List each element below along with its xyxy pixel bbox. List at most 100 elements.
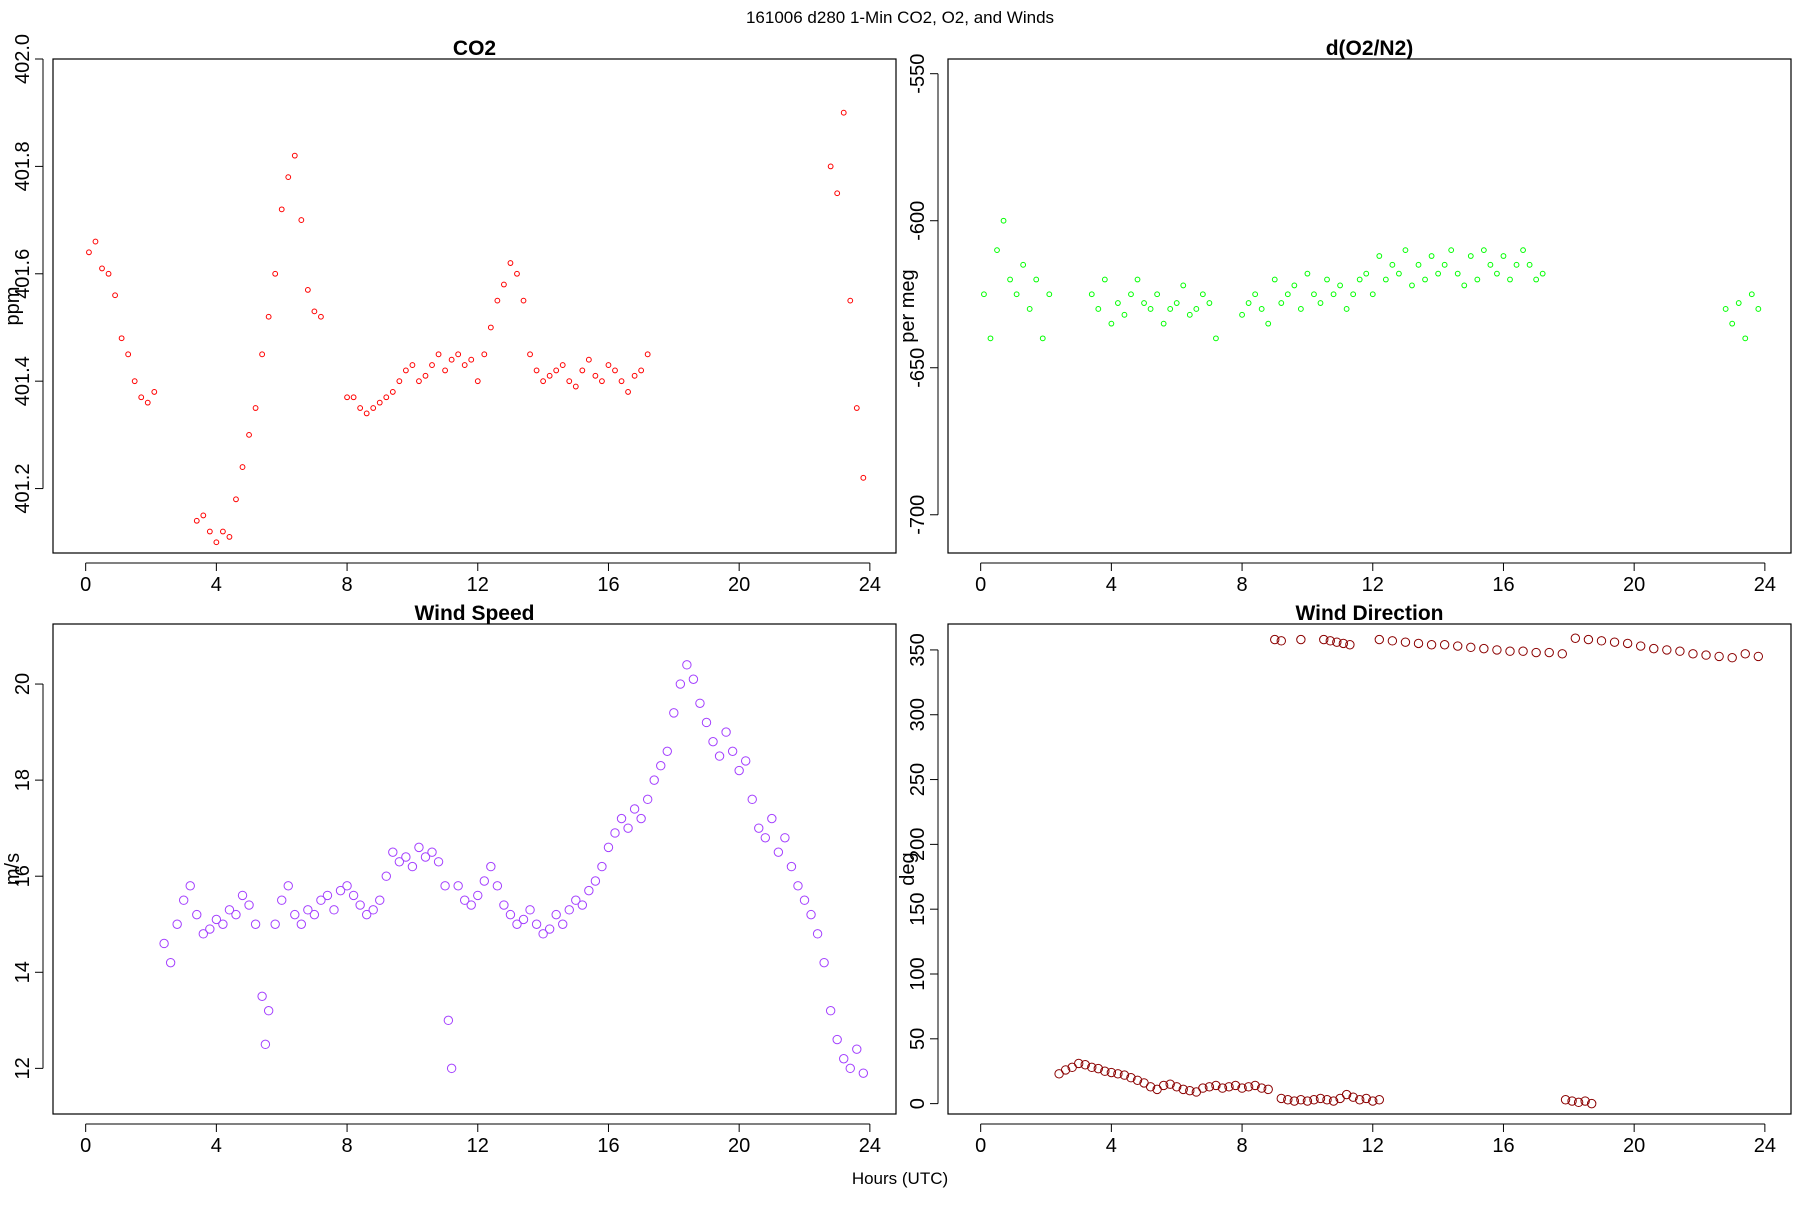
wind-speed-data-point [250, 919, 261, 929]
wind-direction-data-point [1296, 1095, 1306, 1105]
o2-data-point [1350, 291, 1357, 298]
o2-data-point [1428, 253, 1435, 259]
wind-speed-data-point [263, 1006, 274, 1016]
co2-data-point [246, 431, 252, 438]
wind-direction-data-point [1413, 638, 1424, 649]
wind-direction-data-point [1740, 649, 1750, 659]
wind-direction-data-point [1145, 1082, 1156, 1092]
wind-speed-data-point [329, 905, 339, 915]
co2-data-point [533, 367, 540, 374]
co2-panel: CO2 ppm 0 4 8 12 16 20 24 401.2 401.4 401.6 401.8 4… [2, 34, 897, 596]
wind-speed-data-point [178, 895, 189, 905]
wind-direction-data-point [1675, 646, 1685, 656]
wind-speed-data-point [427, 847, 437, 857]
wind-direction-data-point [1073, 1058, 1084, 1069]
wind-speed-data-point [355, 900, 365, 910]
o2-x-tick-label: 20 [1623, 574, 1645, 596]
o2-data-point [1474, 276, 1481, 283]
wind-speed-data-point [414, 842, 424, 853]
wind-direction-data-point [1256, 1083, 1267, 1093]
o2-panel: d(O2/N2) per meg 0 4 8 12 16 20 24 -700 -650 -600… [897, 37, 1792, 596]
wind-direction-y-tick-label: 100 [907, 957, 929, 990]
o2-data-point [1396, 270, 1402, 277]
co2-data-point [540, 378, 547, 385]
wind-direction-data-point [1100, 1066, 1110, 1076]
wind-direction-y-tick-label: 200 [907, 828, 929, 861]
wind-speed-data-point [433, 857, 444, 867]
wind-direction-data-point [1198, 1083, 1208, 1093]
o2-data-point [1533, 276, 1540, 283]
wind-speed-data-point [695, 698, 705, 708]
wind-direction-data-point [1283, 1095, 1293, 1105]
co2-data-point [553, 367, 560, 374]
wind-direction-data-point [1270, 634, 1280, 645]
o2-data-point [1343, 306, 1350, 312]
wind-speed-data-point [727, 746, 738, 757]
wind-direction-data-point [1439, 640, 1450, 650]
co2-data-point [357, 405, 364, 411]
co2-data-point [200, 512, 207, 519]
o2-data-point [1369, 291, 1376, 298]
o2-plot-frame [947, 58, 1792, 554]
wind-speed-data-point [388, 847, 398, 857]
wind-speed-data-point [420, 852, 431, 862]
o2-data-point [1507, 276, 1513, 283]
co2-data-point [546, 372, 553, 379]
o2-data-point [1186, 311, 1193, 318]
co2-data-point [363, 410, 370, 417]
wind-direction-data-point [1586, 1098, 1597, 1109]
co2-data-point [860, 474, 867, 481]
wind-direction-data-point [1583, 634, 1594, 645]
co2-data-point [520, 297, 527, 304]
wind-direction-data-point [1479, 643, 1489, 654]
wind-speed-data-point [812, 929, 823, 939]
o2-data-point [1317, 300, 1324, 306]
wind-direction-panel: Wind Direction deg 0 4 8 12 16 20 24 0 50 100 150 2… [897, 602, 1792, 1157]
wind-direction-y-tick-label: 300 [907, 698, 929, 731]
co2-data-point [527, 351, 533, 358]
wind-speed-data-point [198, 929, 209, 939]
wind-direction-data-point [1635, 641, 1646, 651]
wind-direction-y-tick-label: 150 [907, 892, 929, 925]
o2-y-tick-label: -550 [907, 54, 929, 94]
wind-speed-data-point [277, 895, 287, 905]
wind-speed-data-point [185, 881, 195, 891]
o2-data-point [1337, 282, 1343, 289]
o2-data-point [1095, 306, 1102, 312]
wind-direction-data-point [1466, 642, 1476, 653]
o2-data-point [1101, 276, 1108, 283]
co2-data-point [468, 356, 475, 363]
o2-data-point [1539, 270, 1546, 277]
wind-direction-data-point [1573, 1097, 1584, 1108]
o2-data-point [1389, 261, 1396, 268]
wind-direction-data-point [1119, 1070, 1130, 1080]
wind-speed-data-point [361, 909, 372, 920]
o2-data-point [1115, 300, 1121, 306]
wind-speed-data-point [159, 938, 169, 949]
wind-direction-data-point [1165, 1079, 1175, 1089]
wind-speed-data-point [401, 852, 411, 862]
wind-speed-data-point [492, 881, 503, 891]
wind-direction-y-tick-label: 350 [907, 633, 929, 666]
o2-data-point [1134, 276, 1141, 283]
co2-x-tick-label: 0 [80, 574, 91, 596]
o2-data-point [1402, 247, 1409, 254]
wind-speed-data-point [623, 823, 633, 833]
o2-data-point [1311, 291, 1317, 298]
wind-speed-data-point [316, 895, 326, 905]
wind-speed-data-point [211, 914, 222, 925]
co2-data-point [370, 405, 377, 411]
o2-data-point [1278, 300, 1285, 306]
o2-data-point [1422, 276, 1428, 283]
wind-speed-data-point [793, 881, 803, 891]
wind-speed-data-point [290, 909, 300, 920]
o2-x-tick-label: 0 [975, 574, 986, 596]
wind-speed-data-point [348, 890, 359, 901]
co2-data-point [429, 362, 435, 368]
co2-x-tick-label: 8 [342, 574, 353, 596]
co2-data-point [213, 539, 220, 546]
wind-speed-data-point [740, 756, 751, 766]
wind-speed-data-point [486, 861, 496, 872]
wind-speed-data-point [688, 674, 699, 684]
co2-data-point [389, 389, 396, 395]
